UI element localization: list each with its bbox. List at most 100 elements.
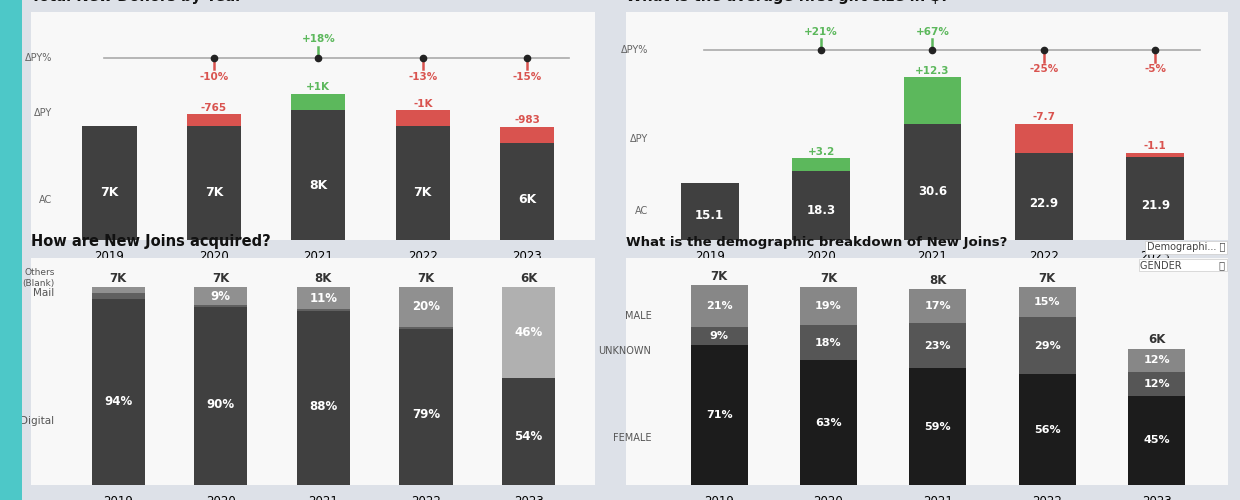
Text: 88%: 88% [309,400,337,413]
Bar [396,126,450,240]
Text: 7K: 7K [212,272,229,285]
Text: -1K: -1K [413,98,433,108]
Bar [1014,153,1073,240]
Text: Demographi... ⌵: Demographi... ⌵ [1147,242,1225,252]
Text: -13%: -13% [408,72,438,82]
Text: 22.9: 22.9 [1029,197,1059,210]
Bar [691,285,748,327]
Text: 59%: 59% [925,422,951,432]
Bar [500,126,554,142]
Bar [296,309,350,311]
Text: 29%: 29% [1034,340,1060,350]
Bar [291,94,346,110]
Text: 71%: 71% [706,410,733,420]
Text: FEMALE: FEMALE [613,434,651,444]
Text: 54%: 54% [515,430,543,444]
Bar [1126,157,1184,240]
Bar [399,328,453,485]
Bar [296,311,350,485]
Text: How are New Joins acquired?: How are New Joins acquired? [31,234,270,250]
Bar [396,110,450,126]
Bar [691,326,748,344]
Bar [1019,317,1075,374]
Text: 20%: 20% [412,300,440,314]
Text: 21.9: 21.9 [1141,198,1169,211]
Bar [502,378,556,485]
Text: 94%: 94% [104,395,133,408]
Text: 7K: 7K [820,272,837,285]
Bar [399,287,453,327]
Text: +1K: +1K [306,82,330,92]
Bar [792,158,851,170]
Bar [800,360,857,485]
Text: 63%: 63% [815,418,842,428]
Bar [92,299,145,485]
Text: ΔPY: ΔPY [630,134,649,143]
Text: +12.3: +12.3 [915,66,950,76]
Bar [195,307,248,485]
Text: ΔPY: ΔPY [33,108,52,118]
Bar [1126,153,1184,157]
Bar [500,142,554,240]
Text: ΔPY%: ΔPY% [621,46,649,56]
Text: What is the demographic breakdown of New Joins?: What is the demographic breakdown of New… [626,236,1008,250]
Bar [909,323,966,368]
Text: 7K: 7K [418,272,434,285]
Text: What is the average first gift size in $?: What is the average first gift size in $… [626,0,949,4]
Text: 6K: 6K [1148,333,1166,346]
Text: 23%: 23% [925,340,951,350]
Bar [92,293,145,299]
Text: AC: AC [635,206,649,216]
Text: 15.1: 15.1 [696,210,724,222]
Text: ΔPY%: ΔPY% [25,53,52,63]
Bar [792,170,851,240]
Text: 79%: 79% [412,408,440,421]
Text: -765: -765 [201,102,227,113]
Text: Digital: Digital [21,416,55,426]
Text: -15%: -15% [512,72,542,82]
Bar [1128,348,1185,372]
Text: UNKNOWN: UNKNOWN [599,346,651,356]
Bar [92,287,145,293]
Bar [195,305,248,307]
Text: 6K: 6K [520,272,537,285]
Bar [1019,287,1075,317]
Text: 30.6: 30.6 [918,185,947,198]
Text: -7.7: -7.7 [1033,112,1055,122]
Text: -25%: -25% [1029,64,1059,74]
Text: 9%: 9% [211,290,231,302]
Bar [904,78,961,124]
Bar [195,287,248,305]
Text: -10%: -10% [200,72,228,82]
Text: 56%: 56% [1034,424,1060,434]
Text: 9%: 9% [709,330,729,340]
Text: 21%: 21% [706,301,733,311]
Text: 8K: 8K [315,272,332,285]
Bar [296,287,350,309]
Bar [904,124,961,240]
Text: +21%: +21% [805,27,838,37]
Text: 7K: 7K [100,186,119,198]
Text: GENDER            ⌵: GENDER ⌵ [1140,260,1225,270]
Text: 17%: 17% [925,301,951,311]
Text: 7K: 7K [109,272,126,285]
Bar [1128,396,1185,485]
Bar [1128,372,1185,396]
Bar [291,110,346,240]
Text: 11%: 11% [309,292,337,304]
Text: 7K: 7K [711,270,728,283]
Bar [399,326,453,328]
Bar [909,368,966,485]
Bar [691,344,748,485]
Text: MALE: MALE [625,311,651,321]
Bar [82,126,136,240]
Text: Mail: Mail [33,288,55,298]
Text: Others
(Blank): Others (Blank) [22,268,55,288]
Text: 15%: 15% [1034,297,1060,307]
Bar [800,325,857,360]
Text: 46%: 46% [515,326,543,339]
Text: 18%: 18% [815,338,842,347]
Text: 8K: 8K [309,179,327,192]
Text: 12%: 12% [1143,356,1169,366]
Bar [909,289,966,323]
